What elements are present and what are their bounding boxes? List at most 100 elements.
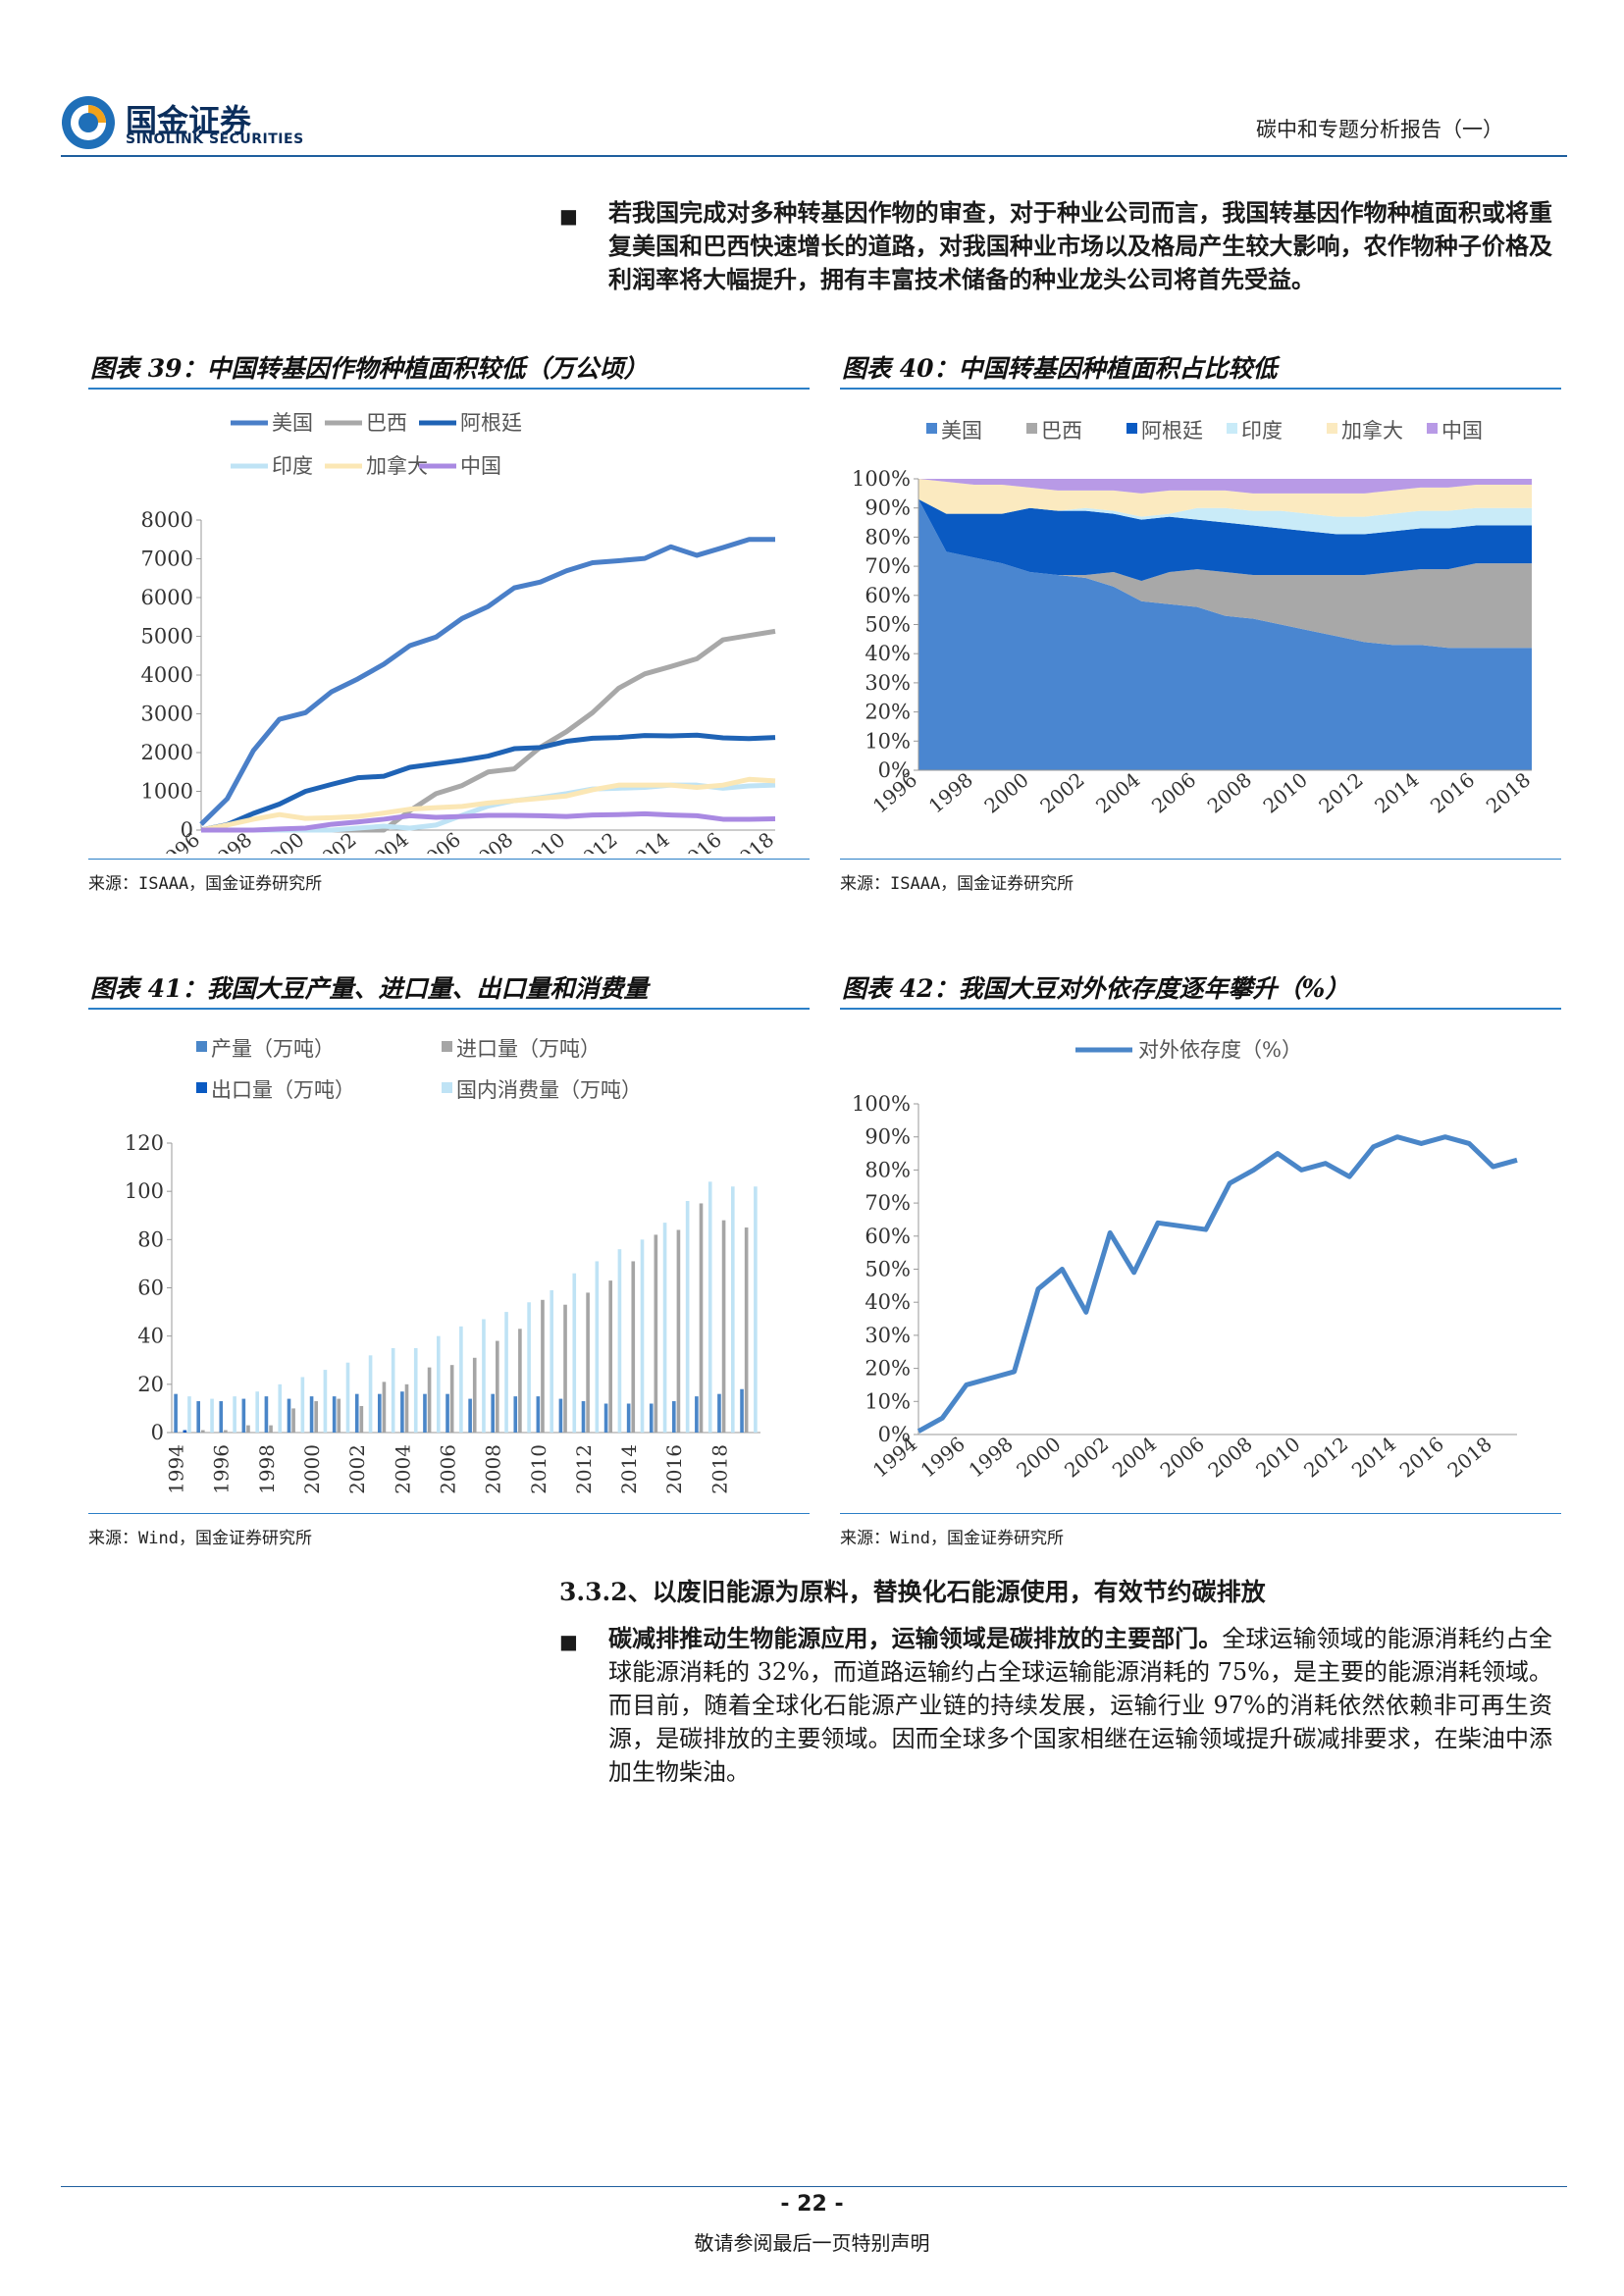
bar-产量（万吨） [468,1398,472,1433]
x-tick-label: 2010 [1259,767,1312,817]
bar-进口量（万吨） [427,1367,432,1433]
y-tick-label: 5000 [141,625,193,649]
y-tick-label: 60 [137,1277,164,1300]
fig40-chart: 美国 巴西 阿根廷 印度 加拿大 中国 0% 10% 20% 30% 40% 50% 60% 70% 80%… [852,419,1535,818]
bar-国内消费量（万吨） [504,1312,508,1433]
y-tick-label: 90% [864,1125,911,1149]
x-tick-label: 1996 [151,827,204,854]
disclaimer: 敬请参阅最后一页特别声明 [694,2231,930,2255]
series-line-阿根廷 [200,732,776,833]
legend-label: 中国 [1441,419,1483,443]
y-tick-label: 0 [151,1421,164,1444]
series-line-中国 [201,810,776,833]
x-tick-label: 2018 [725,827,778,854]
bar-产量（万吨） [332,1396,337,1433]
y-tick-label: 40% [864,1290,911,1314]
fig39-source: 来源：ISAAA，国金证券研究所 [88,874,323,894]
legend-label: 印度 [1241,419,1283,443]
y-tick-label: 70% [864,554,911,578]
bar-国内消费量（万吨） [707,1181,712,1433]
bar-进口量（万吨） [472,1357,477,1433]
bar-产量（万吨） [695,1396,699,1433]
fig41-rule-top [88,1008,810,1010]
x-tick-label: 2012 [572,1444,596,1494]
bar-进口量（万吨） [246,1425,250,1433]
bar-进口量（万吨） [721,1220,726,1433]
bar-国内消费量（万吨） [731,1186,735,1433]
x-tick-label: 2004 [1108,1432,1161,1482]
bar-产量（万吨） [717,1393,721,1433]
bar-进口量（万吨） [518,1329,522,1433]
x-tick-label: 2006 [436,1444,459,1494]
legend-label: 巴西 [1041,419,1082,443]
y-tick-label: 20 [137,1373,164,1396]
bar-产量（万吨） [626,1403,631,1433]
bar-产量（万吨） [491,1393,495,1433]
y-tick-label: 60% [864,584,911,607]
y-tick-label: 120 [125,1131,164,1155]
bar-进口量（万吨） [496,1340,499,1433]
legend-label: 加拿大 [1341,419,1403,443]
bar-国内消费量（万吨） [278,1383,283,1433]
x-tick-label: 2014 [620,827,673,854]
bar-国内消费量（万吨） [323,1370,328,1433]
bar-进口量（万吨） [699,1203,704,1433]
fig42-rule-top [840,1008,1561,1010]
bar-国内消费量（万吨） [368,1355,373,1433]
legend-swatch [196,1041,207,1052]
y-tick-label: 30% [864,1324,911,1347]
x-tick-label: 2008 [464,827,517,854]
x-tick-label: 2000 [1012,1432,1065,1482]
y-tick-label: 80% [864,1158,911,1181]
y-tick-label: 20% [864,1357,911,1381]
fig40-rule-top [840,388,1561,390]
bar-国内消费量（万吨） [391,1347,395,1433]
fig42-rule-bottom [840,1513,1561,1514]
x-tick-label: 2014 [1370,767,1423,817]
fig42-chart: 对外依存度（%） 0% 10% 20% 30% 40% 50% 60% 70% 80% 90% 100… [852,1038,1518,1483]
bar-产量（万吨） [354,1393,359,1433]
x-tick-label: 2002 [1060,1432,1113,1482]
fig39-title: 图表 39：中国转基因作物种植面积较低（万公顷） [90,354,649,383]
bar-产量（万吨） [219,1401,224,1433]
x-tick-label: 2006 [412,827,465,854]
logo-icon [62,96,115,149]
bar-进口量（万吨） [291,1408,295,1433]
legend-label: 进口量（万吨） [456,1037,601,1061]
section-lead: 碳减排推动生物能源应用，运输领域是碳排放的主要部门。 [608,1624,1223,1652]
fig41-chart: 产量（万吨） 进口量（万吨） 出口量（万吨） 国内消费量（万吨） 0 20 40 60 80 10… [125,1037,760,1494]
y-tick-label: 1000 [141,780,193,804]
legend-label: 产量（万吨） [211,1037,335,1061]
legend-label: 出口量（万吨） [211,1078,355,1102]
series-area-美国 [918,498,1532,770]
y-tick-label: 10% [864,1389,911,1413]
bar-国内消费量（万吨） [187,1396,191,1433]
y-tick-label: 80 [137,1227,164,1251]
y-tick-label: 40% [864,642,911,665]
series-area-中国 [918,479,1532,494]
y-tick-label: 50% [864,1258,911,1281]
bar-进口量（万吨） [563,1304,567,1433]
y-tick-label: 100 [125,1179,164,1203]
x-tick-label: 2008 [482,1444,505,1494]
y-tick-label: 3000 [141,703,193,726]
bar-进口量（万吨） [654,1234,658,1433]
bar-国内消费量（万吨） [662,1223,667,1433]
x-tick-label: 2010 [516,827,569,854]
bar-国内消费量（万吨） [595,1261,600,1433]
fig39-rule-bottom [88,859,810,860]
bar-产量（万吨） [740,1388,744,1433]
bar-产量（万吨） [581,1401,586,1433]
bar-国内消费量（万吨） [640,1239,645,1433]
y-tick-label: 100% [852,467,911,491]
y-tick-label: 50% [864,613,911,637]
bar-进口量（万吨） [608,1280,612,1433]
x-tick-label: 2018 [1482,767,1535,817]
fig41-title: 图表 41：我国大豆产量、进口量、出口量和消费量 [90,974,649,1003]
y-tick-label: 90% [864,496,911,520]
fig41-source: 来源：Wind，国金证券研究所 [88,1529,312,1548]
bar-国内消费量（万吨） [482,1319,486,1433]
y-tick-label: 6000 [141,586,193,609]
section-text: 全球运输领域的能源消耗约占全球能源消耗的 32%，而道路运输约占全球运输能源消耗… [608,1625,1553,1786]
bar-进口量（万吨） [224,1430,228,1433]
